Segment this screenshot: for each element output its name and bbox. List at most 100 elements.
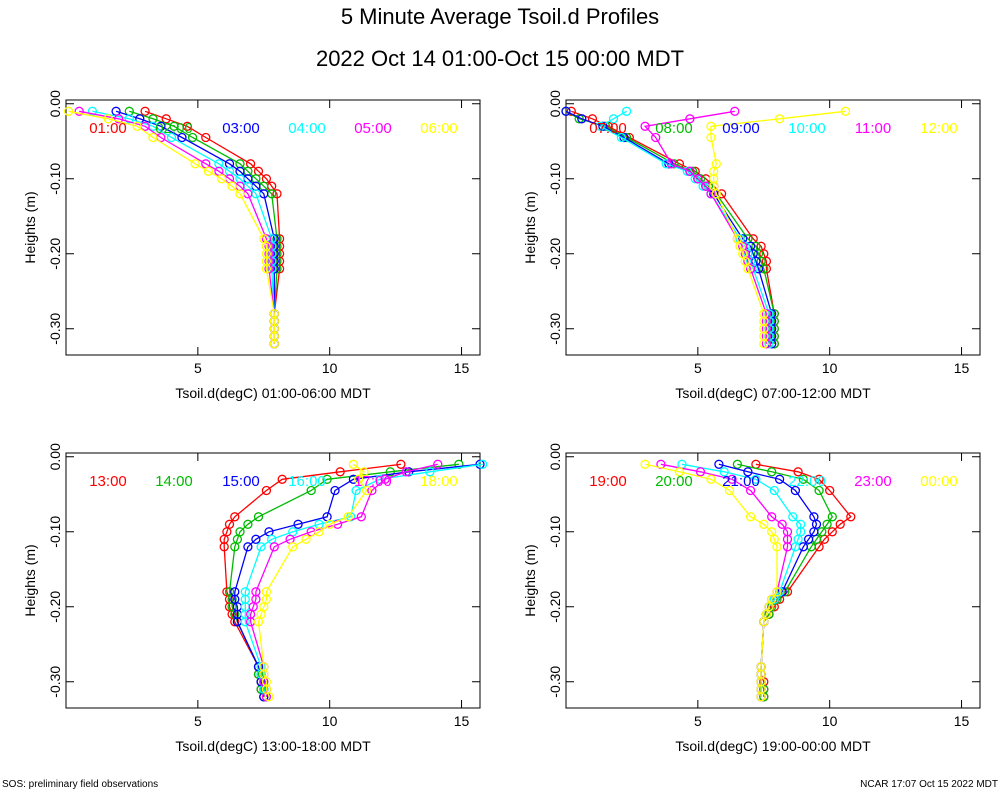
series-line	[565, 110, 773, 344]
data-point	[380, 474, 390, 484]
data-point	[772, 542, 782, 552]
legend-entry: 23:00	[854, 473, 892, 490]
data-point	[201, 132, 211, 143]
x-tick-label: 10	[322, 360, 338, 376]
series-line	[244, 463, 483, 698]
series-11:00	[640, 106, 772, 349]
series-04:00	[87, 106, 279, 349]
data-point	[251, 534, 261, 544]
data-point	[269, 339, 279, 349]
data-point	[230, 542, 240, 552]
data-point	[714, 459, 724, 469]
data-point	[256, 542, 266, 552]
y-tick-label: -0.10	[47, 516, 63, 548]
data-point	[621, 106, 632, 116]
series-13:00	[219, 459, 406, 702]
data-point	[790, 485, 801, 496]
data-point	[343, 512, 353, 522]
series-10:00	[595, 106, 774, 349]
legend-entry: 13:00	[89, 473, 127, 490]
data-point	[745, 264, 756, 274]
data-point	[161, 114, 171, 124]
chart-subtitle: 2022 Oct 14 01:00-Oct 15 00:00 MDT	[316, 46, 684, 71]
data-point	[774, 114, 785, 124]
series-19:00	[751, 459, 856, 702]
y-tick-label: 0.00	[47, 443, 63, 470]
legend-entry: 19:00	[589, 473, 627, 490]
panel-1: 5 10 15 0.00 -0.10 -0.20 -0.30 Tsoil.d(degC) 01…	[22, 90, 481, 401]
data-point	[759, 519, 769, 529]
legend-entry: 21:00	[722, 473, 760, 490]
data-point	[187, 132, 198, 143]
legend-entry: 08:00	[655, 120, 693, 137]
series-line	[257, 463, 368, 698]
data-point	[835, 519, 845, 529]
legend-entry: 06:00	[420, 120, 458, 137]
series-line	[115, 110, 275, 344]
series-line	[737, 463, 834, 697]
data-point	[330, 485, 340, 496]
x-tick-label: 5	[194, 713, 202, 729]
data-point	[846, 512, 856, 522]
x-axis-label: Tsoil.d(degC) 13:00-18:00 MDT	[175, 738, 371, 754]
y-tick-label: -0.10	[547, 163, 563, 195]
data-point	[798, 474, 808, 484]
data-point	[827, 512, 837, 522]
x-tick-label: 10	[822, 713, 838, 729]
legend-entry: 11:00	[855, 120, 891, 137]
data-point	[685, 114, 695, 124]
legend-entry: 18:00	[420, 473, 458, 490]
data-point	[759, 339, 769, 349]
data-point	[277, 474, 287, 484]
data-point	[227, 181, 237, 191]
x-axis-label: Tsoil.d(degC) 01:00-06:00 MDT	[175, 385, 371, 401]
series-16:00	[240, 459, 488, 702]
data-point	[177, 132, 187, 143]
series-17:00	[245, 459, 443, 702]
data-point	[577, 114, 587, 124]
legend-entry: 12:00	[920, 120, 958, 137]
plot-frame	[65, 99, 481, 356]
series-line	[718, 463, 818, 697]
panel-2: 5 10 15 0.00 -0.10 -0.20 -0.30 Tsoil.d(degC) 07…	[522, 90, 981, 401]
x-tick-label: 5	[194, 360, 202, 376]
data-point	[666, 159, 677, 169]
x-tick-label: 15	[454, 360, 470, 376]
y-tick-label: -0.10	[547, 516, 563, 548]
data-point	[243, 542, 253, 552]
legend-entry: 05:00	[354, 120, 392, 137]
data-point	[190, 159, 200, 169]
series-21:00	[714, 459, 822, 702]
series-line	[660, 463, 789, 697]
data-point	[693, 174, 703, 184]
legend-entry: 16:00	[288, 473, 326, 490]
series-line	[68, 110, 275, 344]
y-axis-label: Heights (m)	[522, 191, 538, 263]
data-point	[272, 189, 282, 199]
data-point	[595, 121, 605, 131]
data-point	[774, 474, 785, 484]
data-point	[698, 181, 708, 191]
data-point	[769, 485, 779, 496]
data-point	[335, 467, 345, 477]
chart-title: 5 Minute Average Tsoil.d Profiles	[341, 4, 659, 29]
data-point	[682, 166, 692, 176]
legend-entry: 02:00	[155, 120, 193, 137]
series-line	[234, 463, 481, 697]
data-point	[351, 485, 361, 496]
data-point	[825, 485, 835, 496]
legend-entry: 22:00	[788, 473, 826, 490]
series-12:00	[706, 106, 851, 349]
data-point	[475, 459, 485, 469]
series-20:00	[732, 459, 837, 702]
data-point	[356, 512, 366, 522]
data-point	[759, 264, 769, 274]
data-point	[743, 467, 753, 477]
y-tick-label: -0.20	[47, 238, 63, 270]
data-point	[354, 474, 364, 484]
footer-left: SOS: preliminary field observations	[2, 779, 158, 790]
series-line	[228, 463, 459, 698]
legend-entry: 09:00	[722, 120, 760, 137]
data-point	[103, 114, 113, 124]
